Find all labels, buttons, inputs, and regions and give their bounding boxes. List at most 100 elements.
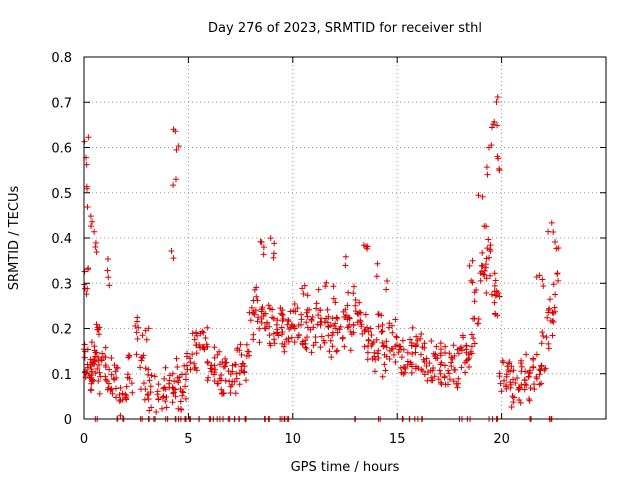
data-point (533, 274, 540, 281)
data-point (173, 355, 180, 362)
data-point (113, 394, 120, 401)
data-point (437, 340, 444, 347)
data-point (412, 363, 419, 370)
data-point (484, 171, 491, 178)
data-point (177, 405, 184, 412)
data-point (481, 271, 488, 278)
data-point (260, 251, 267, 258)
data-point (486, 144, 493, 151)
data-point (125, 352, 132, 359)
data-point (114, 365, 121, 372)
data-point (84, 203, 91, 210)
data-point (96, 390, 103, 397)
data-point (160, 393, 167, 400)
data-point (527, 385, 534, 392)
data-point (538, 340, 545, 347)
y-tick-label: 0.4 (51, 232, 72, 247)
data-point (193, 367, 200, 374)
data-point (142, 365, 149, 372)
data-point (466, 355, 473, 362)
data-point (102, 373, 109, 380)
data-point (540, 283, 547, 290)
data-point (84, 346, 91, 353)
data-point (446, 376, 453, 383)
data-point (514, 375, 521, 382)
data-point (100, 354, 107, 361)
data-point (82, 368, 89, 375)
data-point (386, 356, 393, 363)
data-point (357, 318, 364, 325)
data-point (475, 320, 482, 327)
data-point (508, 381, 515, 388)
data-point (356, 299, 363, 306)
data-point (106, 282, 113, 289)
y-tick-label: 0.7 (51, 96, 72, 111)
y-tick-label: 0.6 (51, 142, 72, 157)
data-point (303, 345, 310, 352)
data-point (92, 244, 99, 251)
data-point (364, 349, 371, 356)
data-point (275, 332, 282, 339)
data-point (442, 343, 449, 350)
data-point (104, 255, 111, 262)
data-point (141, 396, 148, 403)
data-point (469, 257, 476, 264)
data-point (321, 319, 328, 326)
data-point (484, 245, 491, 252)
data-point (350, 283, 357, 290)
data-point (143, 336, 150, 343)
data-point (462, 369, 469, 376)
data-point (462, 359, 469, 366)
data-point (375, 323, 382, 330)
data-point (488, 124, 495, 131)
data-point (191, 360, 198, 367)
data-point (171, 378, 178, 385)
data-point (345, 289, 352, 296)
data-point (550, 281, 557, 288)
data-point (204, 377, 211, 384)
data-point (526, 369, 533, 376)
data-point (243, 341, 250, 348)
data-point (155, 396, 162, 403)
data-point (295, 321, 302, 328)
data-point (487, 242, 494, 249)
data-point (330, 283, 337, 290)
data-point (379, 321, 386, 328)
data-point (373, 273, 380, 280)
data-point (266, 332, 273, 339)
data-point (483, 255, 490, 262)
data-point (93, 249, 100, 256)
data-point (256, 325, 263, 332)
data-point (358, 323, 365, 330)
data-point (390, 351, 397, 358)
data-point (280, 343, 287, 350)
data-point (146, 377, 153, 384)
data-point (372, 356, 379, 363)
data-point (433, 343, 440, 350)
data-point (497, 380, 504, 387)
data-point (469, 279, 476, 286)
data-point (339, 334, 346, 341)
data-point (379, 373, 386, 380)
data-point (518, 363, 525, 370)
data-point (404, 349, 411, 356)
data-point (471, 298, 478, 305)
data-point (398, 354, 405, 361)
y-axis-label: SRMTID / TECUs (7, 186, 22, 291)
data-point (210, 371, 217, 378)
data-point (304, 334, 311, 341)
data-point (243, 377, 250, 384)
data-point (295, 331, 302, 338)
data-point (531, 386, 538, 393)
data-point (475, 316, 482, 323)
data-point (126, 375, 133, 382)
data-point (163, 394, 170, 401)
data-point (473, 286, 480, 293)
data-point (117, 384, 124, 391)
data-point (542, 365, 549, 372)
data-point (545, 345, 552, 352)
data-point (350, 321, 357, 328)
data-point (270, 330, 277, 337)
data-point (510, 367, 517, 374)
